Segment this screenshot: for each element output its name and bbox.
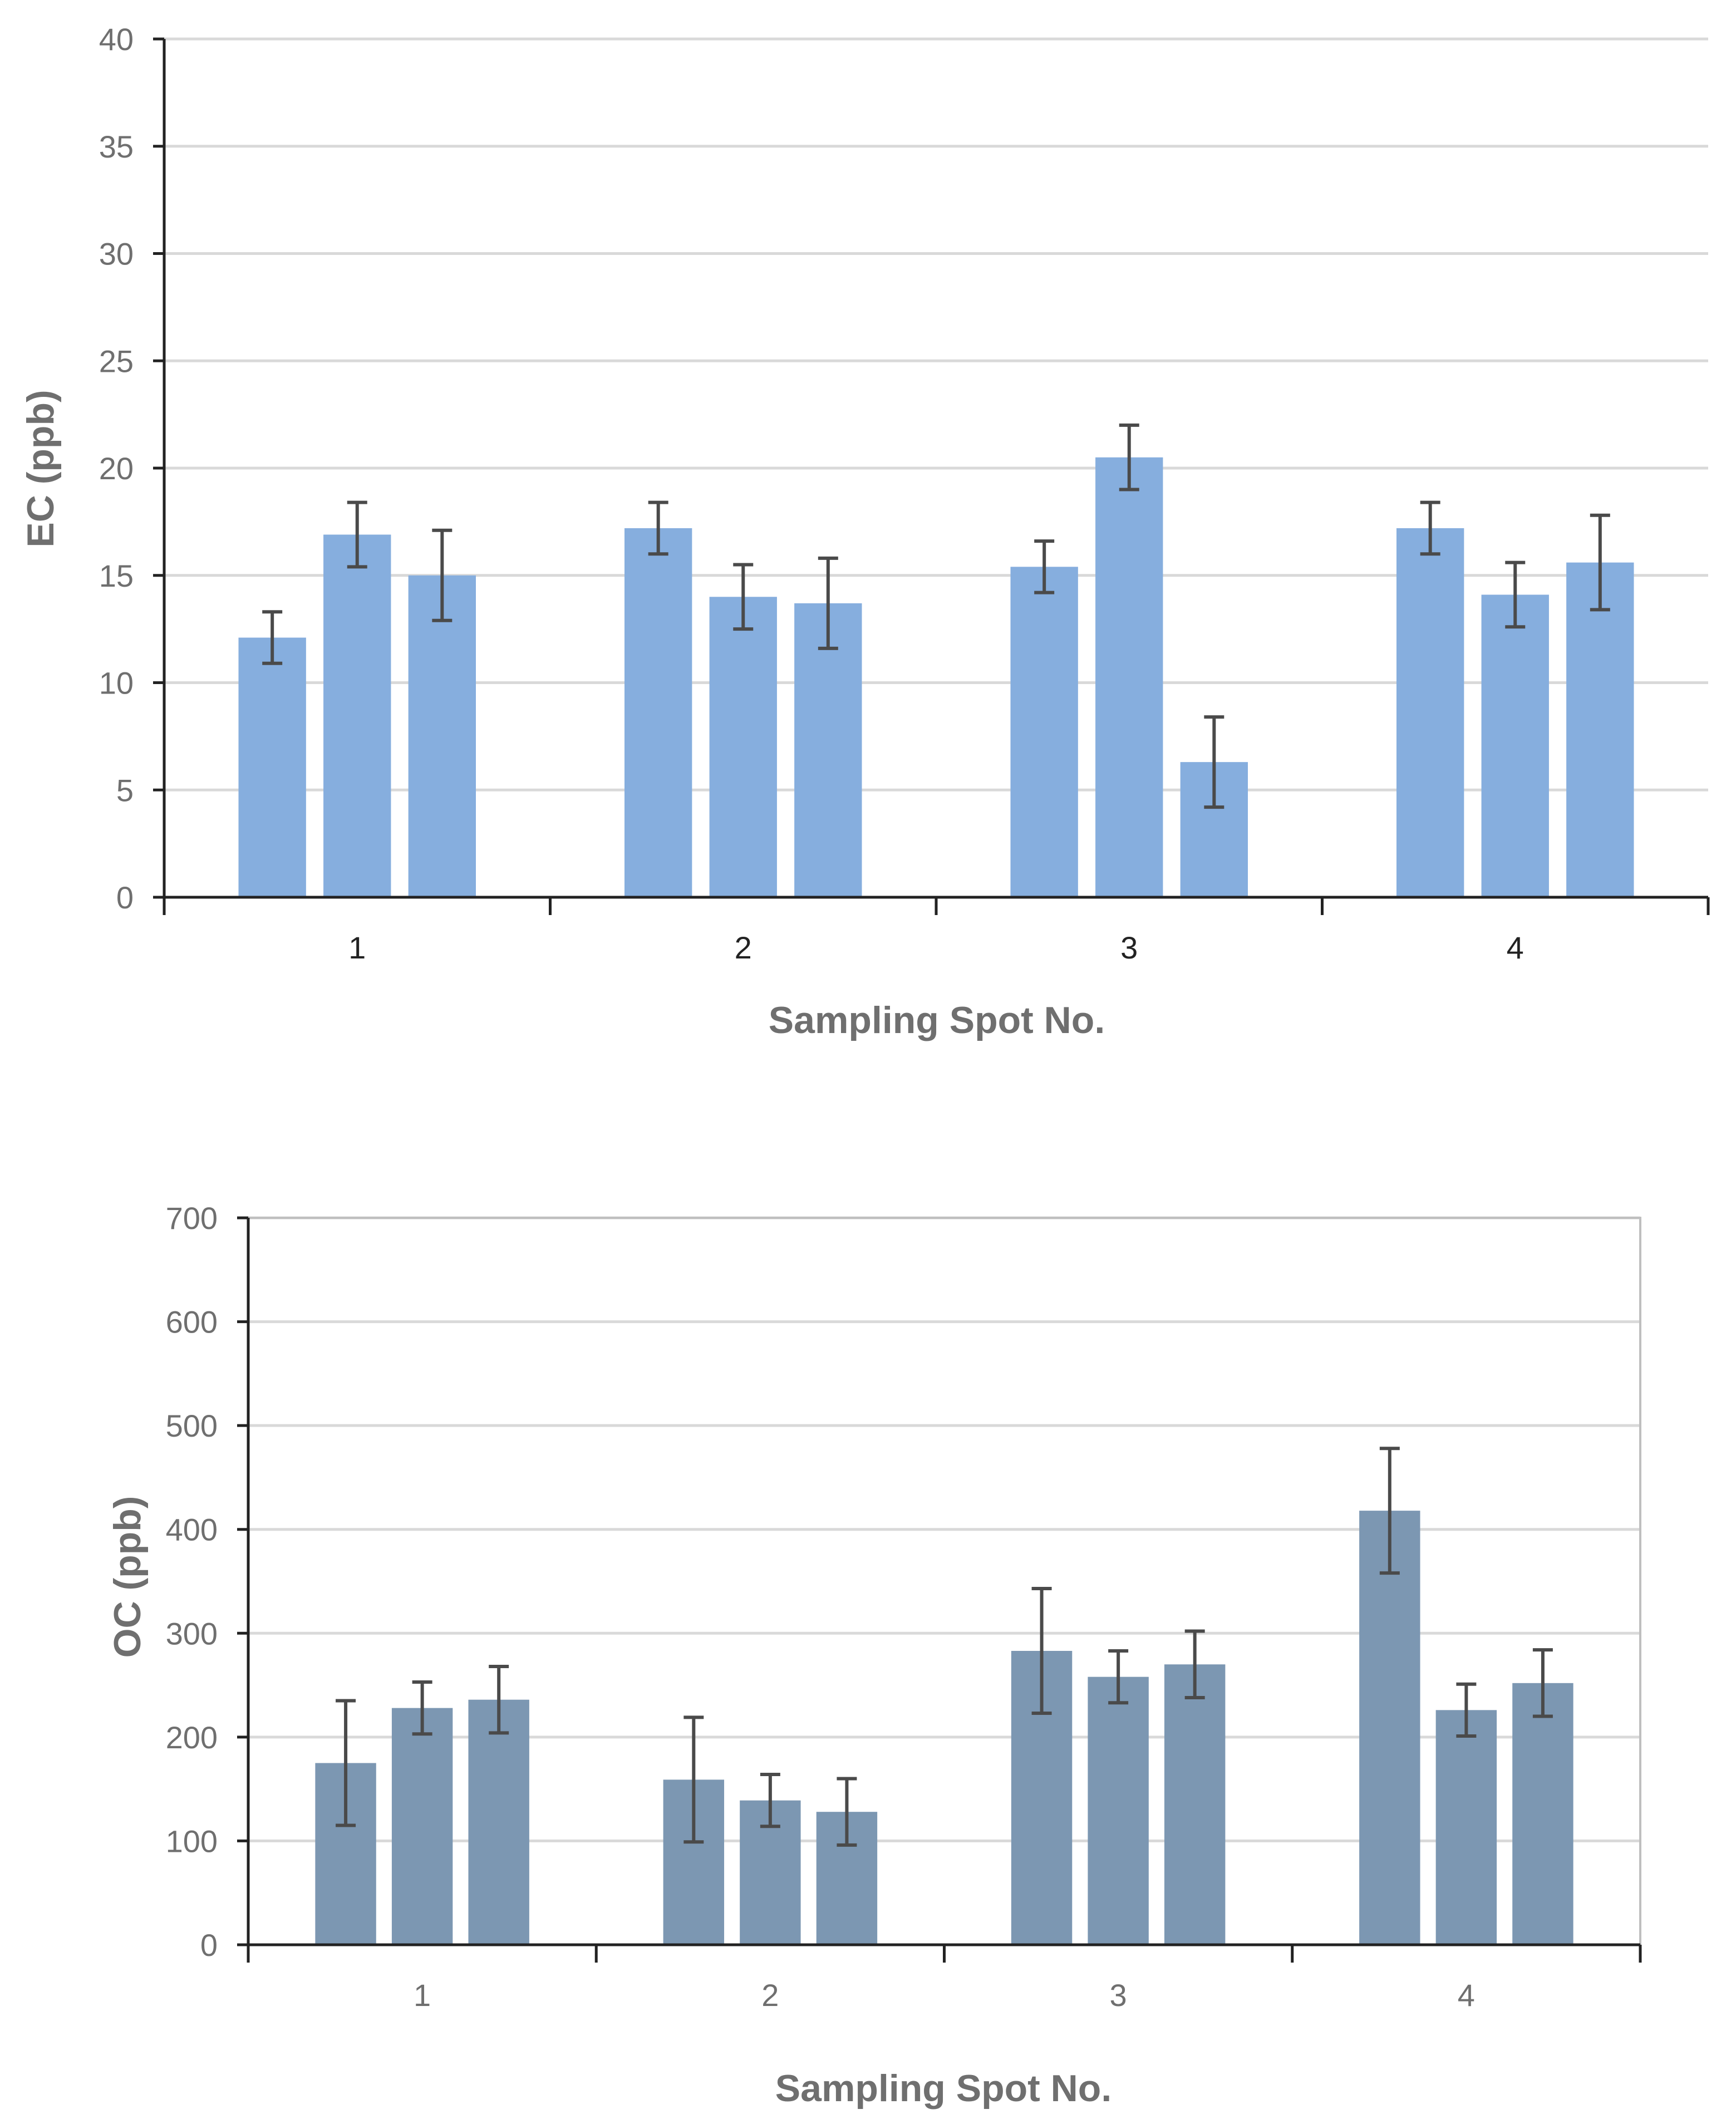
ec-x-tick-label: 4: [1507, 930, 1524, 965]
oc-y-tick-label: 700: [166, 1201, 218, 1236]
oc-error-bar: [837, 1777, 857, 1847]
oc-error-bar: [336, 1699, 356, 1827]
ec-y-tick-label: 0: [116, 880, 134, 915]
ec-bar: [1010, 567, 1078, 897]
oc-y-tick-label: 500: [166, 1408, 218, 1443]
oc-x-tick-label: 1: [414, 1978, 431, 2013]
oc-y-axis-title: OC (ppb): [106, 1496, 149, 1658]
ec-error-bar: [1034, 539, 1055, 594]
ec-error-bar: [262, 610, 283, 665]
oc-x-tick-label: 2: [761, 1978, 779, 2013]
oc-error-bar: [683, 1715, 704, 1844]
oc-error-bar: [760, 1773, 780, 1828]
ec-y-tick-labels: 0 5 10 15 20 25 30 35 40: [99, 22, 134, 915]
ec-bar: [1396, 528, 1464, 897]
oc-bar: [468, 1699, 529, 1945]
oc-plot-frame: [247, 1217, 1641, 1946]
ec-bar: [1566, 562, 1634, 897]
oc-y-tick-label: 100: [166, 1823, 218, 1858]
ec-y-tick-label: 20: [99, 451, 134, 486]
oc-y-tick-label: 300: [166, 1616, 218, 1651]
oc-error-bar: [1379, 1447, 1400, 1575]
ec-bar: [1481, 594, 1549, 897]
oc-error-bar: [1031, 1587, 1052, 1715]
ec-y-tick-label: 15: [99, 558, 134, 593]
ec-x-tick-labels: 1 2 3 4: [348, 930, 1524, 965]
ec-y-tick-label: 40: [99, 22, 134, 57]
oc-bar: [1512, 1683, 1573, 1945]
oc-bar-chart: 0 100 200 300 400 500 600 700 1 2 3 4 Sampling Spo…: [106, 1201, 1642, 2110]
oc-bars: [315, 1511, 1573, 1945]
ec-bar: [709, 597, 777, 897]
ec-error-bar: [1505, 560, 1526, 629]
ec-y-tick-label: 5: [116, 773, 134, 808]
ec-error-bars: [262, 423, 1610, 809]
oc-y-tick-label: 200: [166, 1720, 218, 1755]
ec-x-tick-label: 1: [348, 930, 366, 965]
ec-x-tick-label: 2: [735, 930, 752, 965]
ec-gridlines: [164, 37, 1708, 791]
ec-error-bar: [1420, 500, 1440, 556]
ec-bar: [408, 575, 476, 897]
oc-error-bars: [336, 1447, 1553, 1847]
oc-bar: [391, 1708, 453, 1945]
oc-error-bar: [489, 1664, 509, 1735]
oc-error-bar: [1184, 1629, 1205, 1699]
ec-error-bar: [648, 500, 668, 556]
oc-bar: [1359, 1511, 1420, 1945]
ec-bar: [238, 637, 306, 897]
oc-x-tick-label: 3: [1110, 1978, 1127, 2013]
ec-x-axis-title: Sampling Spot No.: [769, 999, 1105, 1041]
ec-bar: [1095, 457, 1163, 897]
ec-error-bar: [1590, 513, 1610, 612]
oc-bar: [1164, 1664, 1226, 1945]
ec-bar: [624, 528, 692, 897]
ec-error-bar: [1119, 423, 1139, 491]
oc-x-tick-label: 4: [1458, 1978, 1475, 2013]
ec-axes: [153, 37, 1710, 915]
oc-gridlines: [248, 1216, 1640, 1842]
ec-error-bar: [733, 563, 754, 631]
oc-error-bar: [1532, 1648, 1553, 1718]
oc-x-tick-labels: 1 2 3 4: [414, 1978, 1475, 2013]
oc-x-axis-title: Sampling Spot No.: [775, 2067, 1112, 2110]
ec-bar: [323, 534, 391, 897]
ec-y-tick-label: 10: [99, 666, 134, 701]
ec-error-bar: [432, 528, 453, 622]
oc-y-tick-label: 400: [166, 1512, 218, 1547]
ec-y-tick-label: 30: [99, 237, 134, 272]
oc-error-bar: [1108, 1649, 1129, 1705]
oc-y-tick-label: 0: [200, 1928, 218, 1963]
ec-bar: [794, 603, 862, 897]
oc-error-bar: [412, 1680, 432, 1736]
ec-y-tick-label: 25: [99, 343, 134, 378]
ec-y-axis-title: EC (ppb): [19, 390, 62, 547]
ec-x-tick-label: 3: [1120, 930, 1138, 965]
oc-y-tick-labels: 0 100 200 300 400 500 600 700: [166, 1201, 218, 1963]
oc-y-tick-label: 600: [166, 1305, 218, 1340]
ec-error-bar: [347, 500, 367, 569]
ec-y-tick-label: 35: [99, 129, 134, 164]
oc-bar: [1088, 1676, 1149, 1945]
ec-error-bar: [818, 556, 838, 650]
oc-axes: [237, 1216, 1642, 1963]
oc-error-bar: [1456, 1682, 1477, 1738]
ec-bars: [238, 457, 1634, 897]
oc-bar: [1435, 1710, 1497, 1945]
ec-error-bar: [1204, 715, 1224, 809]
